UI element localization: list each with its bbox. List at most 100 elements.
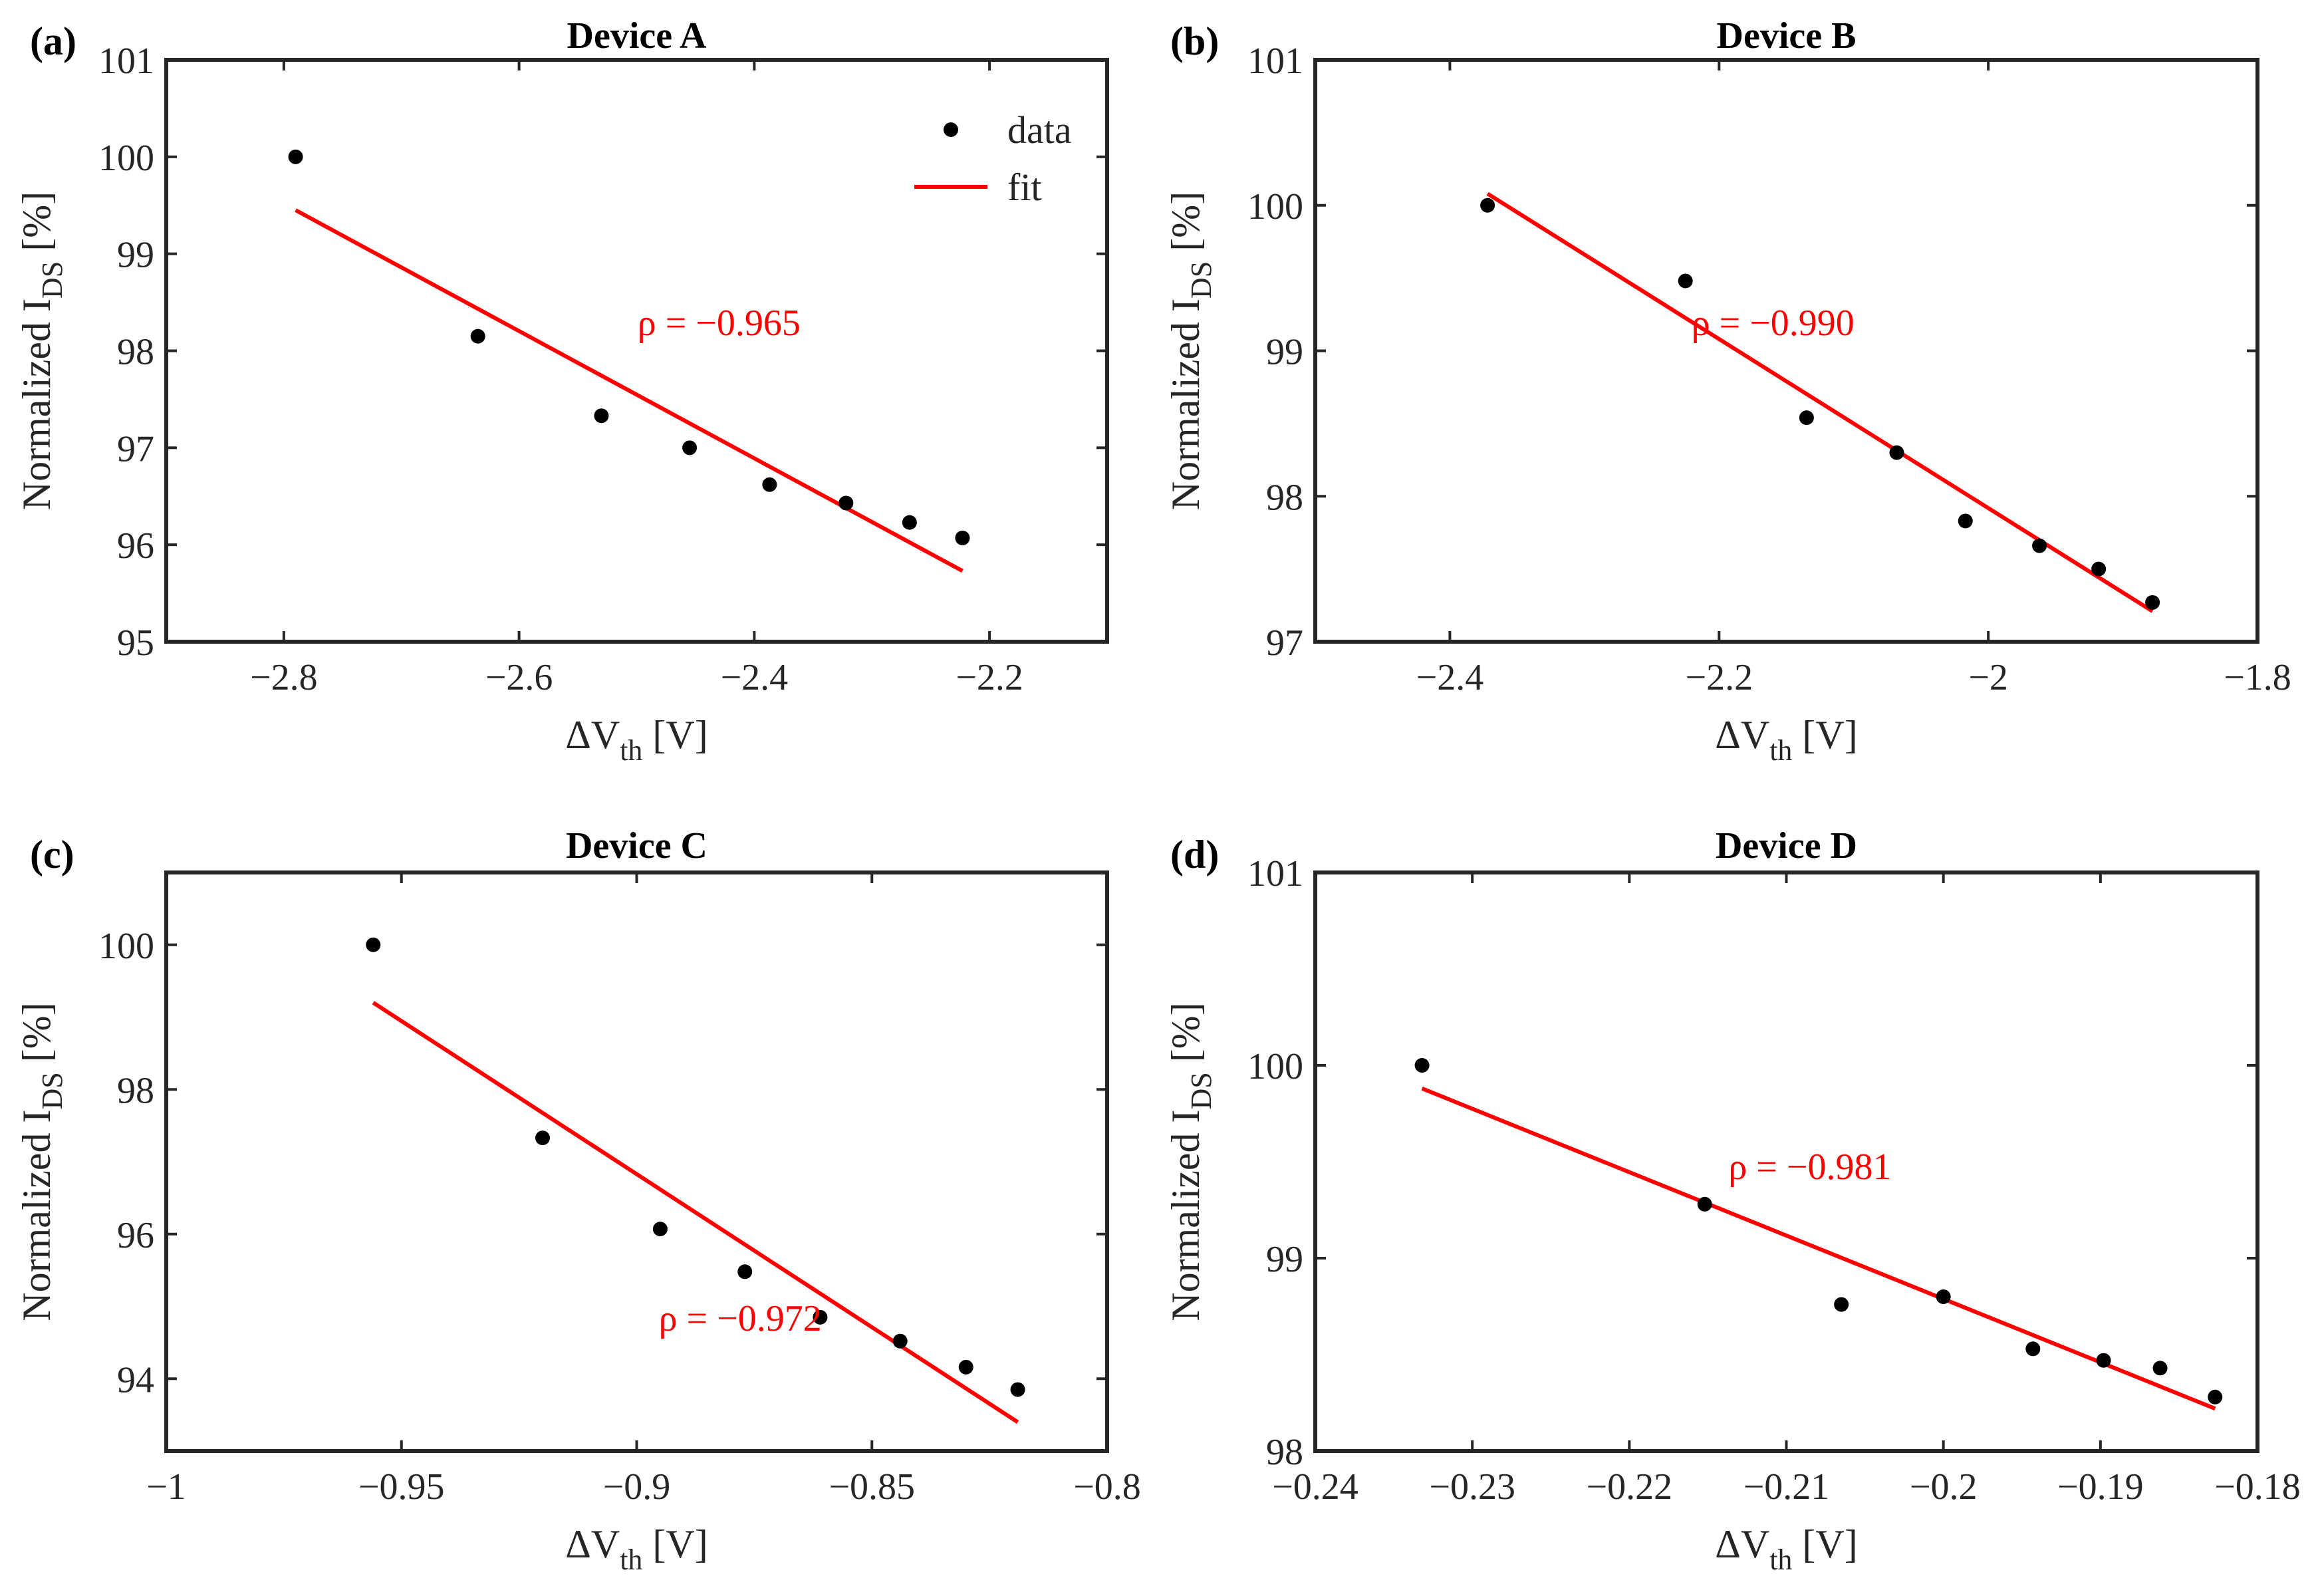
data-point [366, 937, 381, 952]
data-point [535, 1130, 550, 1146]
panel-label: (b) [1170, 19, 1219, 63]
x-tick-label: −0.18 [2214, 1466, 2301, 1508]
y-axis-title-unit: [%] [1164, 192, 1208, 261]
y-tick-label: 95 [117, 622, 154, 664]
panel-label: (d) [1170, 833, 1219, 876]
x-tick-label: −2.4 [1416, 657, 1484, 698]
panel-title: Device D [1716, 825, 1857, 866]
y-tick-label: 100 [1247, 186, 1303, 227]
y-tick-label: 100 [1247, 1046, 1303, 1087]
fit-line [1421, 1087, 2216, 1410]
data-point [762, 477, 777, 492]
y-axis-title-main: Normalized I [15, 1110, 59, 1321]
fit-line [372, 1001, 1019, 1424]
y-axis-title-main: Normalized I [1164, 299, 1208, 510]
data-point [1799, 410, 1814, 426]
y-axis-title-unit: [%] [1164, 1002, 1208, 1072]
data-point [288, 149, 303, 164]
x-tick-label: −1 [146, 1466, 186, 1508]
legend-data-marker [944, 122, 958, 137]
rho-annotation: ρ = −0.981 [1728, 1146, 1891, 1188]
x-tick-label: −0.23 [1429, 1466, 1515, 1508]
data-point [958, 1359, 973, 1375]
data-point [813, 1309, 828, 1325]
plot-frame [164, 58, 1109, 644]
x-axis-title-sub: th [1769, 1543, 1792, 1576]
x-axis-title-unit: [V] [642, 713, 708, 757]
y-tick-label: 101 [1247, 853, 1303, 894]
panel-label: (a) [30, 19, 76, 63]
x-tick-label: −1.8 [2224, 657, 2291, 698]
x-tick-label: −2.6 [485, 657, 553, 698]
y-axis-title: Normalized IDS [%] [1164, 1002, 1218, 1321]
y-axis-title-unit: [%] [15, 1002, 59, 1072]
data-point [1936, 1289, 1951, 1304]
x-tick-label: −0.24 [1272, 1466, 1358, 1508]
chart-panel-c: −1 −0.95 −0.9 −0.85 −0.8 94 96 98 100 Device C (c)… [15, 825, 1141, 1576]
data-point [1678, 273, 1693, 289]
x-axis-title: ΔVth [V] [565, 1522, 708, 1576]
panel-label: (c) [30, 833, 74, 876]
x-axis-title-sub: th [1769, 734, 1792, 767]
x-tick-label: −0.21 [1743, 1466, 1830, 1508]
panel-title: Device B [1717, 15, 1857, 57]
y-tick-label: 96 [117, 525, 154, 567]
x-tick-label: −0.19 [2057, 1466, 2144, 1508]
data-point [2208, 1389, 2223, 1404]
panel-title: Device C [566, 825, 708, 866]
rho-annotation: ρ = −0.965 [638, 303, 801, 344]
plot-frame [1313, 58, 2259, 644]
legend-fit-label: fit [1007, 166, 1042, 209]
data-point [470, 329, 485, 344]
y-axis-title-main: Normalized I [15, 299, 59, 510]
x-axis-title-sub: th [620, 734, 642, 767]
fit-line [295, 208, 964, 573]
data-point [594, 408, 609, 424]
y-tick-label: 98 [1266, 1432, 1303, 1473]
x-axis-title-main: ΔV [565, 1522, 620, 1566]
chart-panel-a: −2.8 −2.6 −2.4 −2.2 95 96 97 98 99 100 101 Device A… [15, 15, 1109, 767]
x-tick-label: −0.85 [829, 1466, 915, 1508]
data-point [2096, 1353, 2111, 1368]
rho-annotation: ρ = −0.972 [659, 1298, 822, 1339]
y-tick-label: 97 [117, 428, 154, 469]
y-axis-title: Normalized IDS [%] [1164, 192, 1218, 510]
y-tick-label: 101 [1247, 41, 1303, 82]
y-tick-label: 98 [117, 1070, 154, 1111]
y-tick-label: 101 [98, 41, 154, 82]
x-tick-label: −2.8 [250, 657, 318, 698]
y-tick-label: 94 [117, 1359, 154, 1400]
data-point [1010, 1382, 1025, 1397]
x-axis-title: ΔVth [V] [1715, 713, 1857, 767]
x-axis-title: ΔVth [V] [1715, 1522, 1857, 1576]
data-point [1480, 198, 1495, 213]
data-point [1834, 1297, 1849, 1312]
y-axis-title: Normalized IDS [%] [15, 1002, 68, 1321]
data-point [2145, 595, 2160, 610]
chart-panel-b: −2.4 −2.2 −2 −1.8 97 98 99 100 101 Device B (b) ΔVt… [1164, 15, 2291, 767]
y-axis-title-sub: DS [36, 261, 68, 299]
data-point [2152, 1361, 2168, 1376]
fit-line [1486, 192, 2154, 613]
y-tick-label: 98 [117, 332, 154, 373]
y-tick-label: 97 [1266, 622, 1303, 664]
y-axis-title-sub: DS [36, 1072, 68, 1109]
data-point [2032, 538, 2047, 553]
x-axis-title-unit: [V] [642, 1522, 708, 1566]
y-tick-label: 99 [117, 235, 154, 276]
y-axis-title-unit: [%] [15, 192, 59, 261]
x-tick-label: −0.95 [358, 1466, 445, 1508]
x-axis-title-unit: [V] [1792, 713, 1857, 757]
panel-title: Device A [567, 15, 707, 57]
data-point [902, 515, 917, 530]
y-tick-label: 99 [1266, 332, 1303, 373]
data-point [737, 1264, 753, 1279]
y-axis-title-main: Normalized I [1164, 1110, 1208, 1321]
x-axis-title: ΔVth [V] [565, 713, 708, 767]
rho-annotation: ρ = −0.990 [1692, 303, 1855, 344]
data-point [892, 1333, 908, 1349]
x-axis-title-main: ΔV [1715, 1522, 1769, 1566]
x-tick-label: −2 [1968, 657, 2008, 698]
x-axis-title-sub: th [620, 1543, 642, 1576]
x-axis-title-main: ΔV [565, 713, 620, 757]
